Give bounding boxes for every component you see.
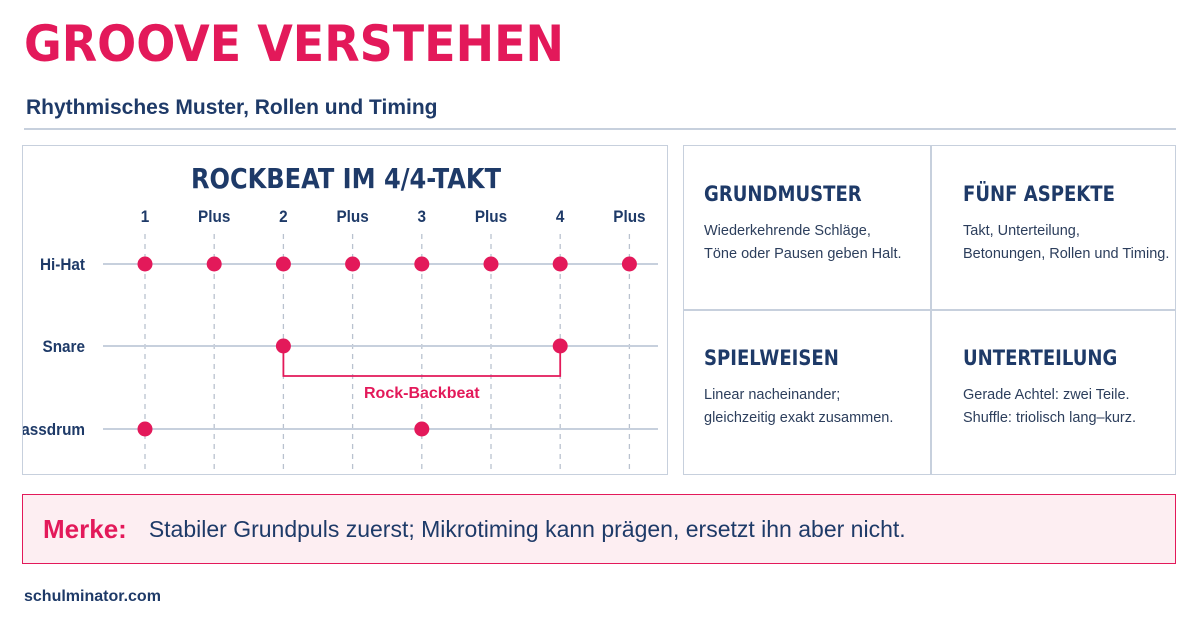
hit-dot <box>206 256 222 272</box>
aspect-title: UNTERTEILUNG <box>963 346 1118 370</box>
beat-count-label: 3 <box>418 207 427 226</box>
aspect-line: gleichzeitig exakt zusammen. <box>704 410 894 426</box>
aspect-card-spielweisen: SPIELWEISEN Linear nacheinander; gleichz… <box>704 346 934 430</box>
rhythm-grid: ROCKBEAT IM 4/4-TAKT 1 Plus 2 Plus 3 Plus 4 Plus… <box>23 163 658 471</box>
aspect-line: Wiederkehrende Schläge, <box>704 223 871 239</box>
hit-dot <box>483 256 499 272</box>
diagram-title: ROCKBEAT IM 4/4-TAKT <box>191 163 501 195</box>
page-subtitle: Rhythmisches Muster, Rollen und Timing <box>26 96 438 119</box>
beat-count-label: 1 <box>141 207 150 226</box>
hit-dot <box>552 256 568 272</box>
aspect-card-unterteilung: UNTERTEILUNG Gerade Achtel: zwei Teile. … <box>963 346 1193 430</box>
aspect-description: Wiederkehrende Schläge, Töne oder Pausen… <box>704 220 934 266</box>
hit-dot <box>137 421 153 437</box>
hit-dot <box>137 256 153 272</box>
beat-count-label: Plus <box>613 207 645 226</box>
track-label: Hi-Hat <box>40 255 86 274</box>
backbeat-label: Rock-Backbeat <box>364 385 480 402</box>
aspect-description: Gerade Achtel: zwei Teile. Shuffle: trio… <box>963 384 1193 430</box>
rhythm-diagram-panel: ROCKBEAT IM 4/4-TAKT 1 Plus 2 Plus 3 Plus 4 Plus… <box>22 145 668 475</box>
beat-count-label: Plus <box>475 207 507 226</box>
aspect-line: Shuffle: triolisch lang–kurz. <box>963 410 1137 426</box>
hit-dot <box>414 421 430 437</box>
aspect-line: Takt, Unterteilung, <box>963 223 1080 239</box>
beat-count-label: Plus <box>198 207 230 226</box>
hit-dot <box>275 338 291 354</box>
aspect-line: Gerade Achtel: zwei Teile. <box>963 387 1130 403</box>
aspect-description: Linear nacheinander; gleichzeitig exakt … <box>704 384 934 430</box>
aspect-line: Betonungen, Rollen und Timing. <box>963 246 1170 262</box>
note-label: Merke: <box>43 513 127 544</box>
beat-count-label: 2 <box>279 207 288 226</box>
aspects-panel: GRUNDMUSTER Wiederkehrende Schläge, Töne… <box>683 145 1176 475</box>
hit-dot <box>345 256 361 272</box>
header-divider <box>24 128 1176 130</box>
note-text: Stabiler Grundpuls zuerst; Mikrotiming k… <box>148 515 906 542</box>
page-title: GROOVE VERSTEHEN <box>24 15 564 73</box>
aspect-line: Linear nacheinander; <box>704 387 841 403</box>
beat-count-label: Plus <box>336 207 368 226</box>
aspect-title: GRUNDMUSTER <box>704 182 862 206</box>
aspect-title: SPIELWEISEN <box>704 346 839 370</box>
hit-dot <box>414 256 430 272</box>
note-box: Merke: Stabiler Grundpuls zuerst; Mikrot… <box>22 494 1176 564</box>
aspect-line: Töne oder Pausen geben Halt. <box>704 246 902 262</box>
track-label: Snare <box>43 337 85 356</box>
beat-count-label: 4 <box>556 207 565 226</box>
aspect-card-fuenf-aspekte: FÜNF ASPEKTE Takt, Unterteilung, Betonun… <box>963 182 1193 266</box>
aspect-title: FÜNF ASPEKTE <box>963 182 1115 206</box>
aspects-horizontal-divider <box>684 309 1175 311</box>
track-label: Bassdrum <box>23 420 85 439</box>
hit-dot <box>275 256 291 272</box>
footer-site: schulminator.com <box>24 588 161 605</box>
aspect-description: Takt, Unterteilung, Betonungen, Rollen u… <box>963 220 1193 266</box>
aspect-card-grundmuster: GRUNDMUSTER Wiederkehrende Schläge, Töne… <box>704 182 934 266</box>
backbeat-bracket <box>282 346 562 377</box>
hit-dot <box>552 338 568 354</box>
hit-dot <box>621 256 637 272</box>
